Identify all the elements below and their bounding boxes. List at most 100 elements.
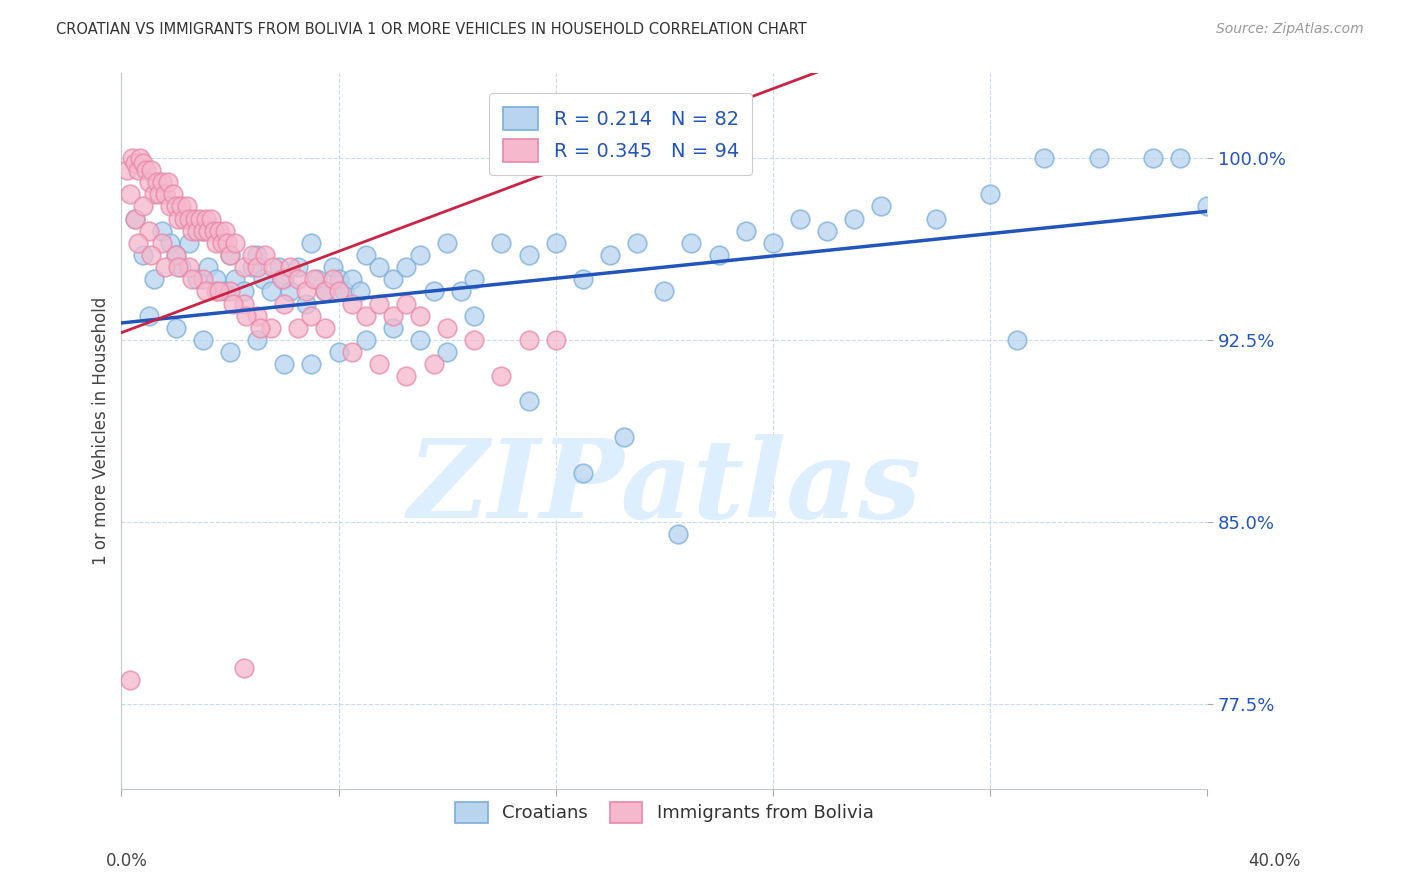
Point — [707, 248, 730, 262]
Point — [150, 224, 173, 238]
Point — [302, 272, 325, 286]
Point — [626, 235, 648, 250]
Point — [381, 309, 404, 323]
Point — [1168, 151, 1191, 165]
Point — [246, 333, 269, 347]
Point — [132, 155, 155, 169]
Point — [436, 320, 458, 334]
Point — [232, 260, 254, 274]
Point — [349, 285, 371, 299]
Point — [314, 320, 336, 334]
Point — [148, 187, 170, 202]
Point — [409, 309, 432, 323]
Point — [208, 224, 231, 238]
Point — [165, 248, 187, 262]
Legend: Croatians, Immigrants from Bolivia: Croatians, Immigrants from Bolivia — [449, 795, 880, 830]
Point — [734, 224, 756, 238]
Point — [1005, 333, 1028, 347]
Point — [295, 296, 318, 310]
Text: ZIPatlas: ZIPatlas — [408, 434, 921, 542]
Point — [153, 187, 176, 202]
Point — [246, 309, 269, 323]
Point — [165, 248, 187, 262]
Point — [267, 260, 290, 274]
Point — [925, 211, 948, 226]
Point — [328, 272, 350, 286]
Point — [240, 260, 263, 274]
Point — [368, 296, 391, 310]
Point — [179, 235, 201, 250]
Point — [188, 211, 211, 226]
Point — [463, 309, 485, 323]
Point — [205, 272, 228, 286]
Point — [395, 260, 418, 274]
Point — [395, 296, 418, 310]
Point — [217, 235, 239, 250]
Point — [273, 296, 295, 310]
Text: CROATIAN VS IMMIGRANTS FROM BOLIVIA 1 OR MORE VEHICLES IN HOUSEHOLD CORRELATION : CROATIAN VS IMMIGRANTS FROM BOLIVIA 1 OR… — [56, 22, 807, 37]
Point — [124, 211, 146, 226]
Point — [181, 224, 204, 238]
Point — [138, 175, 160, 189]
Point — [340, 272, 363, 286]
Point — [409, 248, 432, 262]
Point — [127, 235, 149, 250]
Point — [381, 272, 404, 286]
Point — [278, 285, 301, 299]
Point — [170, 199, 193, 213]
Point — [170, 260, 193, 274]
Point — [322, 260, 344, 274]
Point — [436, 235, 458, 250]
Point — [599, 248, 621, 262]
Point — [150, 175, 173, 189]
Point — [240, 248, 263, 262]
Point — [1197, 199, 1219, 213]
Point — [301, 309, 323, 323]
Point — [254, 248, 277, 262]
Point — [197, 224, 219, 238]
Point — [463, 272, 485, 286]
Point — [141, 248, 163, 262]
Point — [273, 272, 295, 286]
Point — [870, 199, 893, 213]
Point — [789, 211, 811, 226]
Point — [262, 260, 284, 274]
Point — [295, 285, 318, 299]
Point — [333, 285, 356, 299]
Point — [219, 248, 242, 262]
Point — [219, 248, 242, 262]
Point — [232, 296, 254, 310]
Point — [232, 660, 254, 674]
Point — [211, 235, 233, 250]
Point — [179, 260, 201, 274]
Point — [322, 272, 344, 286]
Point — [544, 333, 567, 347]
Point — [143, 187, 166, 202]
Point — [249, 320, 271, 334]
Point — [191, 224, 214, 238]
Point — [165, 199, 187, 213]
Y-axis label: 1 or more Vehicles in Household: 1 or more Vehicles in Household — [93, 297, 110, 565]
Point — [395, 369, 418, 384]
Point — [450, 285, 472, 299]
Point — [135, 163, 157, 178]
Point — [224, 235, 246, 250]
Point — [219, 285, 242, 299]
Point — [124, 211, 146, 226]
Point — [145, 175, 167, 189]
Point — [186, 272, 208, 286]
Point — [328, 345, 350, 359]
Text: 40.0%: 40.0% — [1249, 852, 1301, 870]
Point — [197, 260, 219, 274]
Point — [409, 333, 432, 347]
Point — [159, 199, 181, 213]
Point — [491, 369, 513, 384]
Point — [652, 285, 675, 299]
Point — [132, 248, 155, 262]
Point — [167, 211, 190, 226]
Point — [150, 235, 173, 250]
Point — [354, 309, 377, 323]
Point — [214, 285, 236, 299]
Point — [1087, 151, 1109, 165]
Point — [681, 235, 703, 250]
